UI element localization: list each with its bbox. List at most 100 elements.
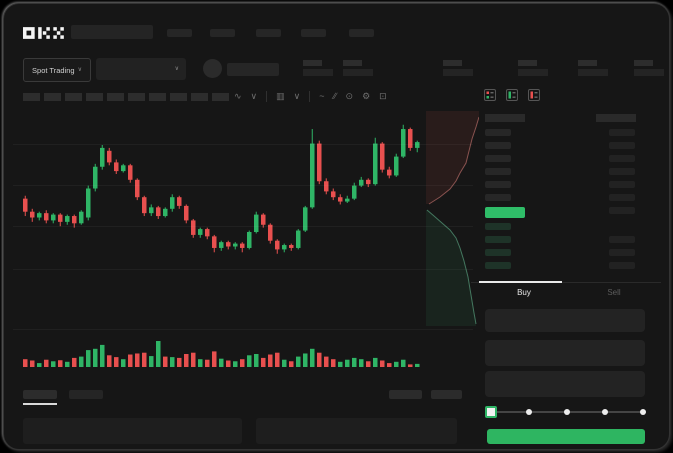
stat-label-placeholder — [443, 60, 462, 66]
nav-item-placeholder[interactable] — [210, 29, 235, 37]
toolbar-divider — [266, 90, 268, 102]
stat-value-placeholder — [303, 69, 333, 76]
slider-handle[interactable] — [485, 406, 497, 418]
orderbook-view-bids-icon[interactable] — [506, 89, 518, 101]
trading-app-window: Spot Trading ∨ ∨ ∿ ∨ ▥ ∨ ~ ∕∕ ⊙ ⚙ ⊡ Buy Sell — [3, 3, 670, 450]
orderbook-view-asks-icon[interactable] — [528, 89, 540, 101]
chevron-down-icon: ∨ — [174, 66, 179, 72]
ask-amount-placeholder — [609, 142, 635, 149]
stat-label-placeholder — [578, 60, 597, 66]
slider-dot[interactable] — [640, 409, 646, 415]
amount-input[interactable] — [485, 340, 645, 366]
ask-amount-placeholder — [609, 181, 635, 188]
interval-placeholder[interactable] — [212, 93, 229, 101]
tab-sell[interactable]: Sell — [607, 288, 621, 297]
bid-price-placeholder — [485, 236, 511, 243]
volume-chart — [23, 341, 420, 367]
ask-amount-placeholder — [609, 129, 635, 136]
chevron-down-icon[interactable]: ∨ — [293, 90, 301, 101]
slider-dot[interactable] — [564, 409, 570, 415]
stat-label-placeholder — [634, 60, 653, 66]
tab-buy[interactable]: Buy — [517, 288, 531, 297]
drawing-lines-icon[interactable]: ∕∕ — [333, 90, 337, 101]
gridline — [13, 185, 473, 186]
bid-price-placeholder — [485, 249, 511, 256]
bid-amount-placeholder — [609, 249, 635, 256]
candle-style-icon[interactable]: ▥ — [276, 90, 285, 101]
indicator-wave-icon[interactable]: ∿ — [234, 90, 242, 101]
orders-filter-placeholder[interactable] — [389, 390, 422, 399]
interval-placeholder[interactable] — [107, 93, 124, 101]
okx-logo[interactable] — [23, 25, 65, 41]
active-tab-indicator — [479, 281, 562, 283]
spot-trading-button[interactable]: Spot Trading ∨ — [23, 58, 91, 82]
chevron-down-icon: ∨ — [77, 67, 82, 73]
stat-value-placeholder — [443, 69, 473, 76]
orders-list-placeholder — [256, 418, 457, 444]
orders-tab-active-placeholder[interactable] — [23, 390, 57, 399]
gridline — [13, 144, 473, 145]
orderbook-header-right-placeholder — [596, 114, 636, 122]
nav-item-placeholder[interactable] — [301, 29, 326, 37]
bid-amount-placeholder — [609, 236, 635, 243]
gridline — [13, 226, 473, 227]
toolbar-divider — [309, 90, 311, 102]
stat-label-placeholder — [518, 60, 537, 66]
ask-amount-placeholder — [609, 194, 635, 201]
slider-dot[interactable] — [526, 409, 532, 415]
orderbook-header-left-placeholder — [485, 114, 525, 122]
nav-item-placeholder[interactable] — [167, 29, 192, 37]
buy-submit-button[interactable] — [487, 429, 645, 444]
fullscreen-icon[interactable]: ⊡ — [379, 90, 387, 101]
bid-price-placeholder — [485, 223, 511, 230]
orders-tab-placeholder[interactable] — [69, 390, 103, 399]
ask-price-placeholder — [485, 155, 511, 162]
stat-value-placeholder — [634, 69, 664, 76]
tab-divider — [471, 282, 661, 283]
interval-placeholder[interactable] — [23, 93, 40, 101]
interval-placeholder[interactable] — [170, 93, 187, 101]
orders-filter-placeholder[interactable] — [431, 390, 462, 399]
pair-name-placeholder — [227, 63, 279, 76]
settings-icon[interactable]: ⚙ — [362, 90, 371, 101]
ask-price-placeholder — [485, 168, 511, 175]
stat-value-placeholder — [343, 69, 373, 76]
total-input[interactable] — [485, 371, 645, 397]
ask-amount-placeholder — [609, 168, 635, 175]
ask-price-placeholder — [485, 181, 511, 188]
last-price-bar — [485, 207, 525, 218]
interval-placeholder[interactable] — [44, 93, 61, 101]
market-title-placeholder — [71, 25, 153, 39]
nav-item-placeholder[interactable] — [256, 29, 281, 37]
ask-price-placeholder — [485, 194, 511, 201]
magnet-line-icon[interactable]: ~ — [319, 90, 325, 101]
bid-price-placeholder — [485, 262, 511, 269]
orders-tab-underline — [23, 403, 57, 405]
stat-value-placeholder — [578, 69, 608, 76]
interval-placeholder[interactable] — [128, 93, 145, 101]
pair-select[interactable]: ∨ — [96, 58, 186, 80]
pair-avatar[interactable] — [203, 59, 222, 78]
price-input[interactable] — [485, 309, 645, 332]
interval-placeholder[interactable] — [86, 93, 103, 101]
chart-tools: ∿ ∨ ▥ ∨ ~ ∕∕ ⊙ ⚙ ⊡ — [234, 88, 387, 104]
interval-placeholder[interactable] — [65, 93, 82, 101]
ask-amount-placeholder — [609, 155, 635, 162]
depth-chart — [426, 111, 479, 326]
ask-amount-placeholder — [609, 207, 635, 214]
spot-trading-label: Spot Trading — [32, 65, 75, 75]
orderbook-view-all-icon[interactable] — [484, 89, 496, 101]
ask-price-placeholder — [485, 142, 511, 149]
stat-label-placeholder — [303, 60, 322, 66]
interval-placeholder[interactable] — [149, 93, 166, 101]
gridline — [13, 269, 473, 270]
stat-label-placeholder — [343, 60, 362, 66]
ask-price-placeholder — [485, 129, 511, 136]
camera-icon[interactable]: ⊙ — [345, 90, 354, 101]
chevron-down-icon[interactable]: ∨ — [250, 90, 258, 101]
nav-item-placeholder[interactable] — [349, 29, 374, 37]
interval-placeholder[interactable] — [191, 93, 208, 101]
slider-dot[interactable] — [602, 409, 608, 415]
stat-value-placeholder — [518, 69, 548, 76]
bid-amount-placeholder — [609, 262, 635, 269]
